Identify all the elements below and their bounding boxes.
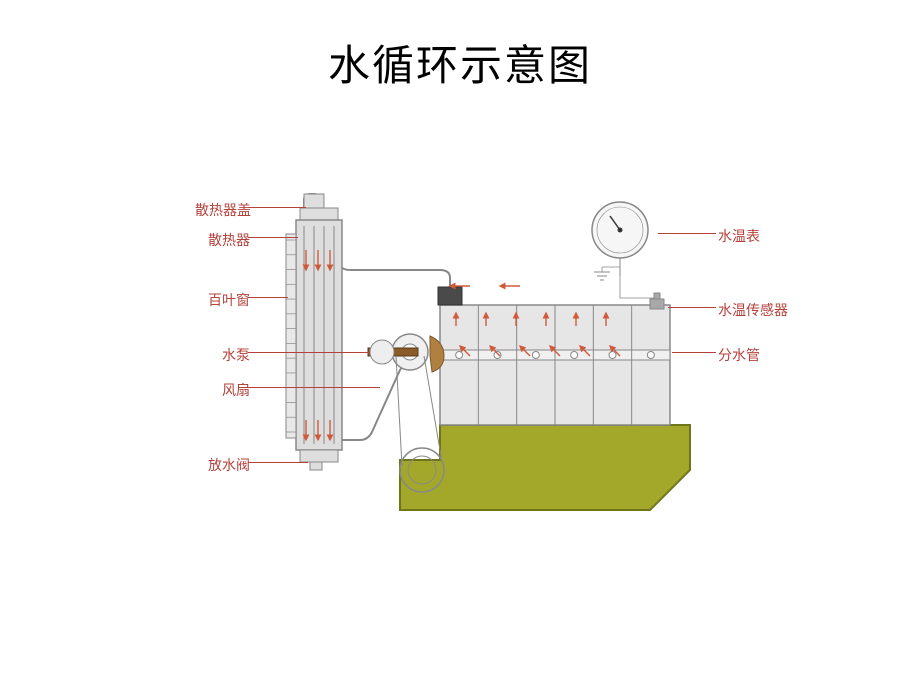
label-drain: 放水阀	[208, 455, 250, 475]
leader-louver	[248, 297, 288, 298]
page-title: 水循环示意图	[0, 32, 920, 93]
label-sensor: 水温传感器	[718, 300, 788, 320]
label-gauge: 水温表	[718, 226, 760, 246]
leader-fan	[248, 387, 380, 388]
label-radiator: 散热器	[208, 230, 250, 250]
diagram-svg	[100, 170, 820, 550]
leader-radiator_cap	[248, 207, 306, 208]
leader-radiator	[248, 237, 298, 238]
page: 水循环示意图 散热器盖散热器百叶窗水泵风扇放水阀 水温表水温传感器分水管	[0, 0, 920, 690]
water-cycle-diagram: 散热器盖散热器百叶窗水泵风扇放水阀 水温表水温传感器分水管	[100, 170, 820, 550]
label-fan: 风扇	[222, 380, 250, 400]
label-louver: 百叶窗	[208, 290, 250, 310]
leader-pump	[248, 352, 370, 353]
label-radiator_cap: 散热器盖	[195, 200, 251, 220]
leader-gauge	[658, 233, 716, 234]
leader-sensor	[668, 307, 716, 308]
label-pump: 水泵	[222, 345, 250, 365]
label-manifold: 分水管	[718, 345, 760, 365]
leader-drain	[248, 462, 308, 463]
leader-manifold	[672, 352, 716, 353]
